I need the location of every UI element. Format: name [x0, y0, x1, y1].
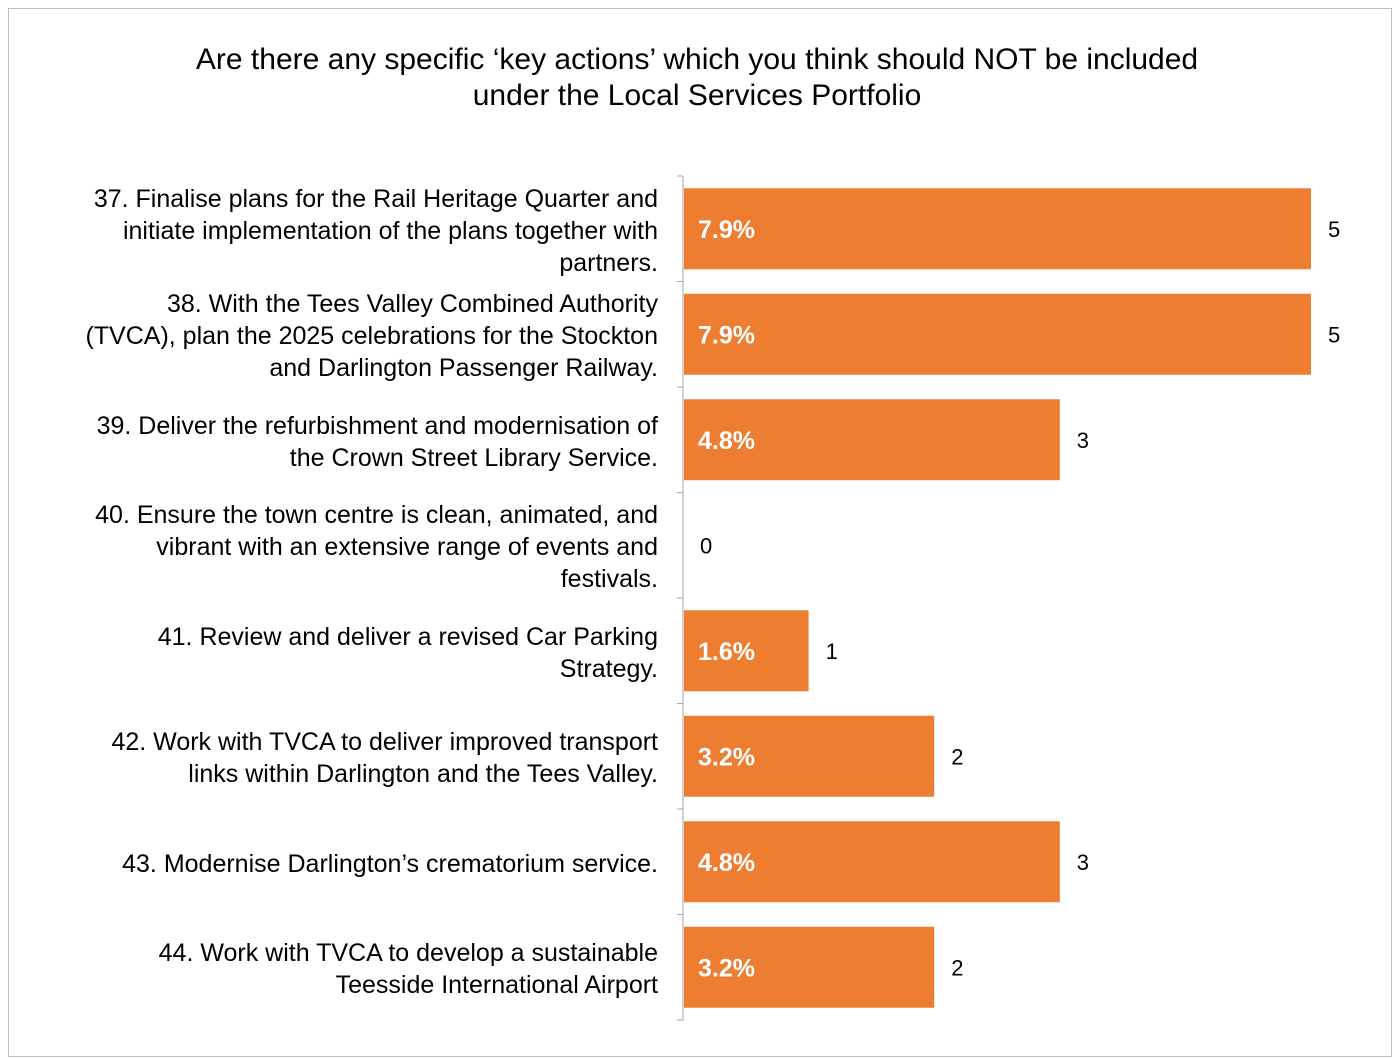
- bar: [684, 821, 1060, 903]
- category-label-line: vibrant with an extensive range of event…: [156, 533, 658, 562]
- category-label-line: links within Darlington and the Tees Val…: [188, 760, 658, 789]
- bar-percent-label: 3.2%: [698, 954, 755, 982]
- bar-percent-label: 1.6%: [698, 638, 755, 666]
- category-label: 39. Deliver the refurbishment and modern…: [8, 410, 658, 474]
- category-label-line: initiate implementation of the plans tog…: [122, 216, 658, 245]
- bar-percent-label: 7.9%: [698, 216, 755, 244]
- category-label: 37. Finalise plans for the Rail Heritage…: [8, 183, 658, 279]
- category-label-line: and Darlington Passenger Railway.: [269, 354, 658, 383]
- bar-value-label: 2: [951, 744, 963, 769]
- category-label-line: 41. Review and deliver a revised Car Par…: [157, 622, 658, 651]
- bar: [684, 188, 1311, 270]
- category-label: 41. Review and deliver a revised Car Par…: [8, 621, 658, 685]
- bar: [684, 399, 1060, 481]
- category-label-line: festivals.: [560, 565, 658, 594]
- category-label-line: Teesside International Airport: [335, 971, 658, 1000]
- bar-value-label: 2: [951, 955, 963, 980]
- bar-percent-label: 4.8%: [698, 849, 755, 877]
- category-label: 42. Work with TVCA to deliver improved t…: [8, 726, 658, 790]
- bar: [684, 715, 935, 797]
- category-label-line: 40. Ensure the town centre is clean, ani…: [95, 501, 658, 530]
- category-label: 44. Work with TVCA to develop a sustaina…: [8, 937, 658, 1001]
- category-label-line: 38. With the Tees Valley Combined Author…: [166, 290, 658, 319]
- category-label-line: 39. Deliver the refurbishment and modern…: [96, 411, 658, 440]
- bar-percent-label: 7.9%: [698, 321, 755, 349]
- category-label-line: 44. Work with TVCA to develop a sustaina…: [158, 939, 658, 968]
- category-label-line: 37. Finalise plans for the Rail Heritage…: [93, 184, 658, 213]
- category-label: 40. Ensure the town centre is clean, ani…: [8, 499, 658, 595]
- bar: [684, 293, 1311, 375]
- bar: [684, 926, 935, 1008]
- category-label: 43. Modernise Darlington’s crematorium s…: [8, 848, 658, 880]
- category-label-line: 42. Work with TVCA to deliver improved t…: [111, 728, 658, 757]
- category-label-line: partners.: [559, 248, 658, 277]
- category-label-line: 43. Modernise Darlington’s crematorium s…: [122, 849, 658, 878]
- category-label: 38. With the Tees Valley Combined Author…: [8, 288, 658, 384]
- bar-value-label: 5: [1328, 217, 1340, 242]
- bar-value-label: 3: [1077, 850, 1089, 875]
- bar: [684, 610, 809, 692]
- bar-value-label: 1: [826, 639, 838, 664]
- bar-value-label: 0: [700, 533, 712, 558]
- category-label-line: the Crown Street Library Service.: [289, 443, 658, 472]
- bar-value-label: 5: [1328, 322, 1340, 347]
- bar-percent-label: 4.8%: [698, 427, 755, 455]
- bar-percent-label: 3.2%: [698, 743, 755, 771]
- category-label-line: (TVCA), plan the 2025 celebrations for t…: [85, 322, 658, 351]
- chart-title: Are there any specific ‘key actions’ whi…: [195, 43, 1199, 112]
- category-label-line: Strategy.: [559, 654, 658, 683]
- bar-value-label: 3: [1077, 428, 1089, 453]
